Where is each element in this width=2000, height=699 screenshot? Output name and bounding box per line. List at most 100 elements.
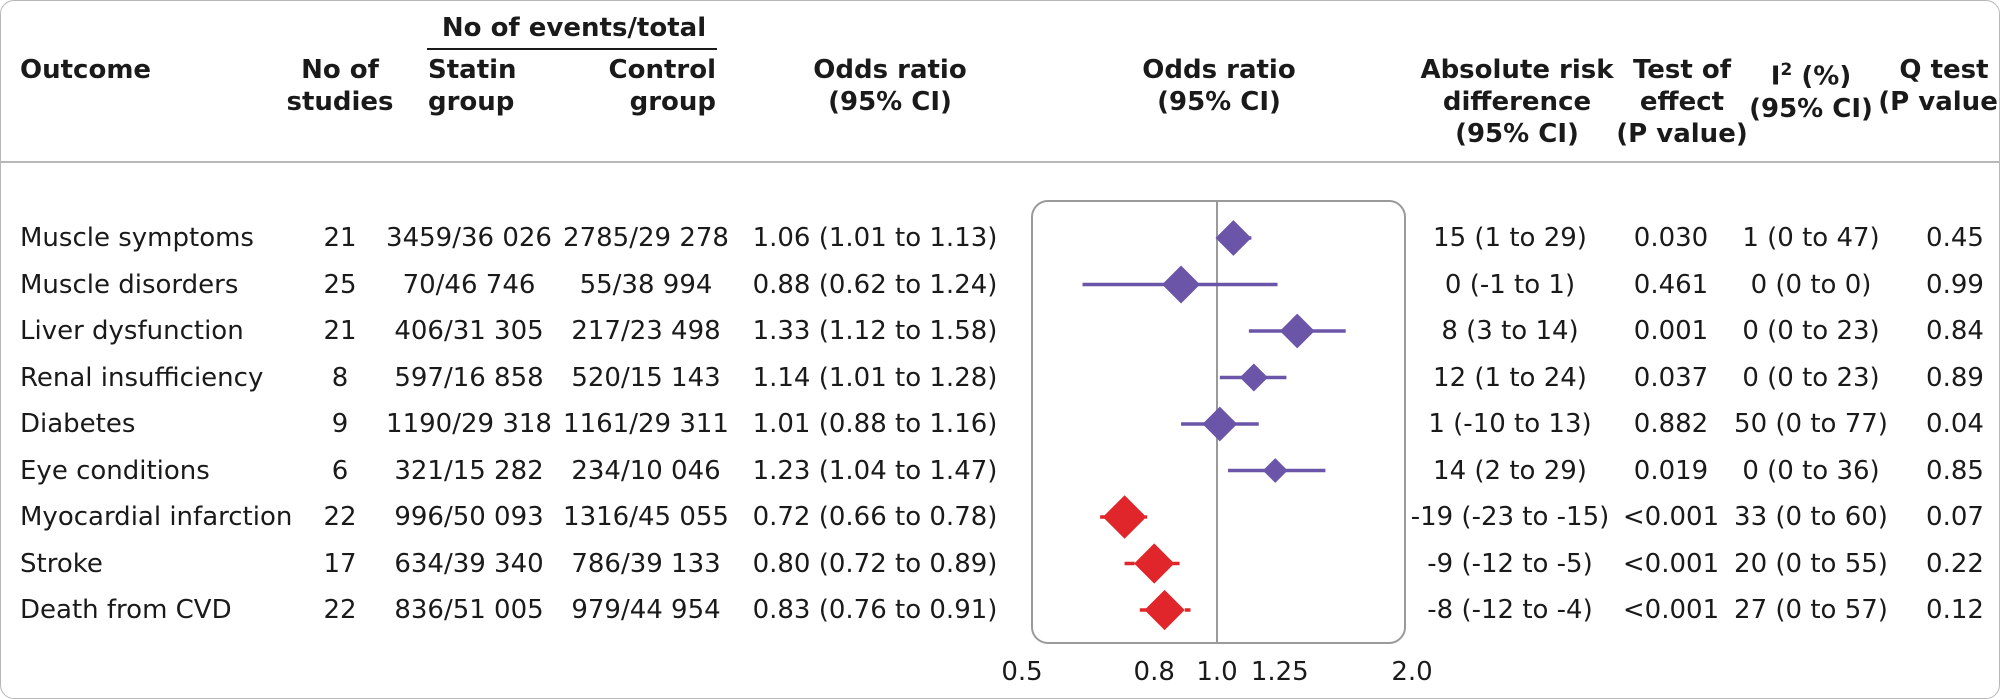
x-tick-label: 2.0 — [1391, 657, 1432, 687]
cell-odds-ratio: 1.23 (1.04 to 1.47) — [752, 455, 998, 486]
cell-statin: 3459/36 026 — [386, 223, 552, 253]
cell-control: 520/15 143 — [571, 362, 721, 393]
cell-outcome: Death from CVD — [20, 595, 232, 625]
cell-p-value: 0.882 — [1633, 409, 1709, 439]
estimate-diamond — [1144, 589, 1185, 631]
x-tick-label: 1.25 — [1251, 657, 1309, 687]
cell-odds-ratio: 1.01 (0.88 to 1.16) — [752, 409, 998, 439]
cell-absolute-risk: 15 (1 to 29) — [1433, 223, 1587, 253]
cell-p-value: <0.001 — [1622, 595, 1720, 625]
header-outcome: Outcome — [20, 55, 152, 85]
cell-studies: 21 — [323, 316, 357, 346]
cell-statin: 1190/29 318 — [386, 409, 552, 439]
estimate-diamond — [1202, 406, 1238, 442]
header-odds-ratio-text: Odds ratio (95% CI) — [813, 55, 967, 117]
cell-studies: 17 — [323, 548, 357, 579]
cell-statin: 70/46 746 — [402, 269, 536, 300]
cell-p-value: 0.030 — [1633, 223, 1709, 253]
cell-q-test: 0.85 — [1926, 455, 1984, 486]
cell-control: 1161/29 311 — [563, 409, 729, 439]
cell-statin: 634/39 340 — [394, 548, 544, 579]
plot-frame — [1031, 200, 1406, 644]
x-tick-label: 0.5 — [1001, 657, 1042, 687]
cell-outcome: Eye conditions — [20, 455, 210, 486]
estimate-diamond — [1162, 265, 1201, 304]
header-i2: I2 (%) (95% CI) — [1749, 60, 1873, 124]
estimate-diamond — [1279, 313, 1315, 349]
x-tick-label: 0.8 — [1134, 657, 1175, 687]
header-control-group: Control group — [608, 55, 716, 117]
events-group-underline — [427, 48, 717, 50]
header-test-of-effect: Test of effect (P value) — [1616, 55, 1748, 149]
cell-absolute-risk: -9 (-12 to -5) — [1427, 548, 1593, 579]
cell-control: 2785/29 278 — [563, 223, 729, 253]
cell-absolute-risk: 1 (-10 to 13) — [1428, 409, 1592, 439]
cell-outcome: Myocardial infarction — [20, 502, 293, 532]
cell-odds-ratio: 1.33 (1.12 to 1.58) — [752, 316, 998, 346]
cell-outcome: Muscle disorders — [20, 269, 239, 300]
cell-control: 1316/45 055 — [563, 502, 729, 532]
cell-studies: 22 — [323, 595, 357, 625]
cell-statin: 321/15 282 — [394, 455, 544, 486]
cell-studies: 25 — [323, 269, 357, 300]
cell-q-test: 0.89 — [1926, 362, 1984, 393]
cell-odds-ratio: 0.83 (0.76 to 0.91) — [752, 595, 998, 625]
cell-control: 55/38 994 — [579, 269, 713, 300]
header-q-test: Q test (P value) — [1878, 55, 2000, 117]
cell-q-test: 0.04 — [1926, 409, 1984, 439]
cell-absolute-risk: 0 (-1 to 1) — [1444, 269, 1576, 300]
cell-i2: 1 (0 to 47) — [1742, 223, 1880, 253]
cell-control: 217/23 498 — [571, 316, 721, 346]
cell-p-value: 0.461 — [1633, 269, 1709, 300]
header-odds-ratio-plot: Odds ratio (95% CI) — [1142, 55, 1296, 117]
cell-outcome: Stroke — [20, 548, 103, 579]
estimate-diamond — [1134, 543, 1175, 584]
cell-studies: 21 — [323, 223, 357, 253]
cell-studies: 9 — [331, 409, 349, 439]
cell-i2: 33 (0 to 60) — [1734, 502, 1888, 532]
cell-studies: 8 — [331, 362, 349, 393]
cell-studies: 22 — [323, 502, 357, 532]
cell-statin: 996/50 093 — [394, 502, 544, 532]
estimate-diamond — [1262, 458, 1288, 483]
cell-absolute-risk: 8 (3 to 14) — [1441, 316, 1579, 346]
cell-p-value: 0.001 — [1633, 316, 1709, 346]
cell-p-value: 0.037 — [1633, 362, 1709, 393]
x-tick-label: 1.0 — [1196, 657, 1237, 687]
header-statin-group: Statin group — [428, 55, 517, 117]
cell-p-value: <0.001 — [1622, 502, 1720, 532]
cell-outcome: Liver dysfunction — [20, 316, 244, 346]
cell-q-test: 0.99 — [1926, 269, 1984, 300]
cell-odds-ratio: 1.06 (1.01 to 1.13) — [752, 223, 998, 253]
cell-p-value: 0.019 — [1633, 455, 1709, 486]
header-absolute-risk-difference: Absolute risk difference (95% CI) — [1420, 55, 1614, 149]
estimate-diamond — [1102, 495, 1147, 539]
cell-control: 786/39 133 — [571, 548, 721, 579]
cell-i2: 27 (0 to 57) — [1734, 595, 1888, 625]
cell-q-test: 0.45 — [1926, 223, 1984, 253]
cell-odds-ratio: 0.72 (0.66 to 0.78) — [752, 502, 998, 532]
cell-i2: 0 (0 to 0) — [1750, 269, 1872, 300]
cell-i2: 20 (0 to 55) — [1734, 548, 1888, 579]
cell-i2: 0 (0 to 36) — [1742, 455, 1880, 486]
cell-control: 979/44 954 — [571, 595, 721, 625]
cell-statin: 597/16 858 — [394, 362, 544, 393]
header-events-group: No of events/total — [441, 13, 707, 43]
header-no-of-studies: No of studies — [286, 55, 394, 117]
cell-p-value: <0.001 — [1622, 548, 1720, 579]
cell-absolute-risk: 12 (1 to 24) — [1433, 362, 1587, 393]
cell-i2: 0 (0 to 23) — [1742, 316, 1880, 346]
cell-absolute-risk: -8 (-12 to -4) — [1427, 595, 1593, 625]
cell-i2: 50 (0 to 77) — [1734, 409, 1888, 439]
estimate-diamond — [1215, 220, 1252, 256]
cell-q-test: 0.84 — [1926, 316, 1984, 346]
cell-q-test: 0.12 — [1926, 595, 1984, 625]
cell-odds-ratio: 0.80 (0.72 to 0.89) — [752, 548, 998, 579]
cell-statin: 836/51 005 — [394, 595, 544, 625]
cell-studies: 6 — [331, 455, 349, 486]
cell-q-test: 0.07 — [1926, 502, 1984, 532]
cell-outcome: Renal insufficiency — [20, 362, 264, 393]
cell-outcome: Muscle symptoms — [20, 223, 254, 253]
cell-odds-ratio: 0.88 (0.62 to 1.24) — [752, 269, 998, 300]
